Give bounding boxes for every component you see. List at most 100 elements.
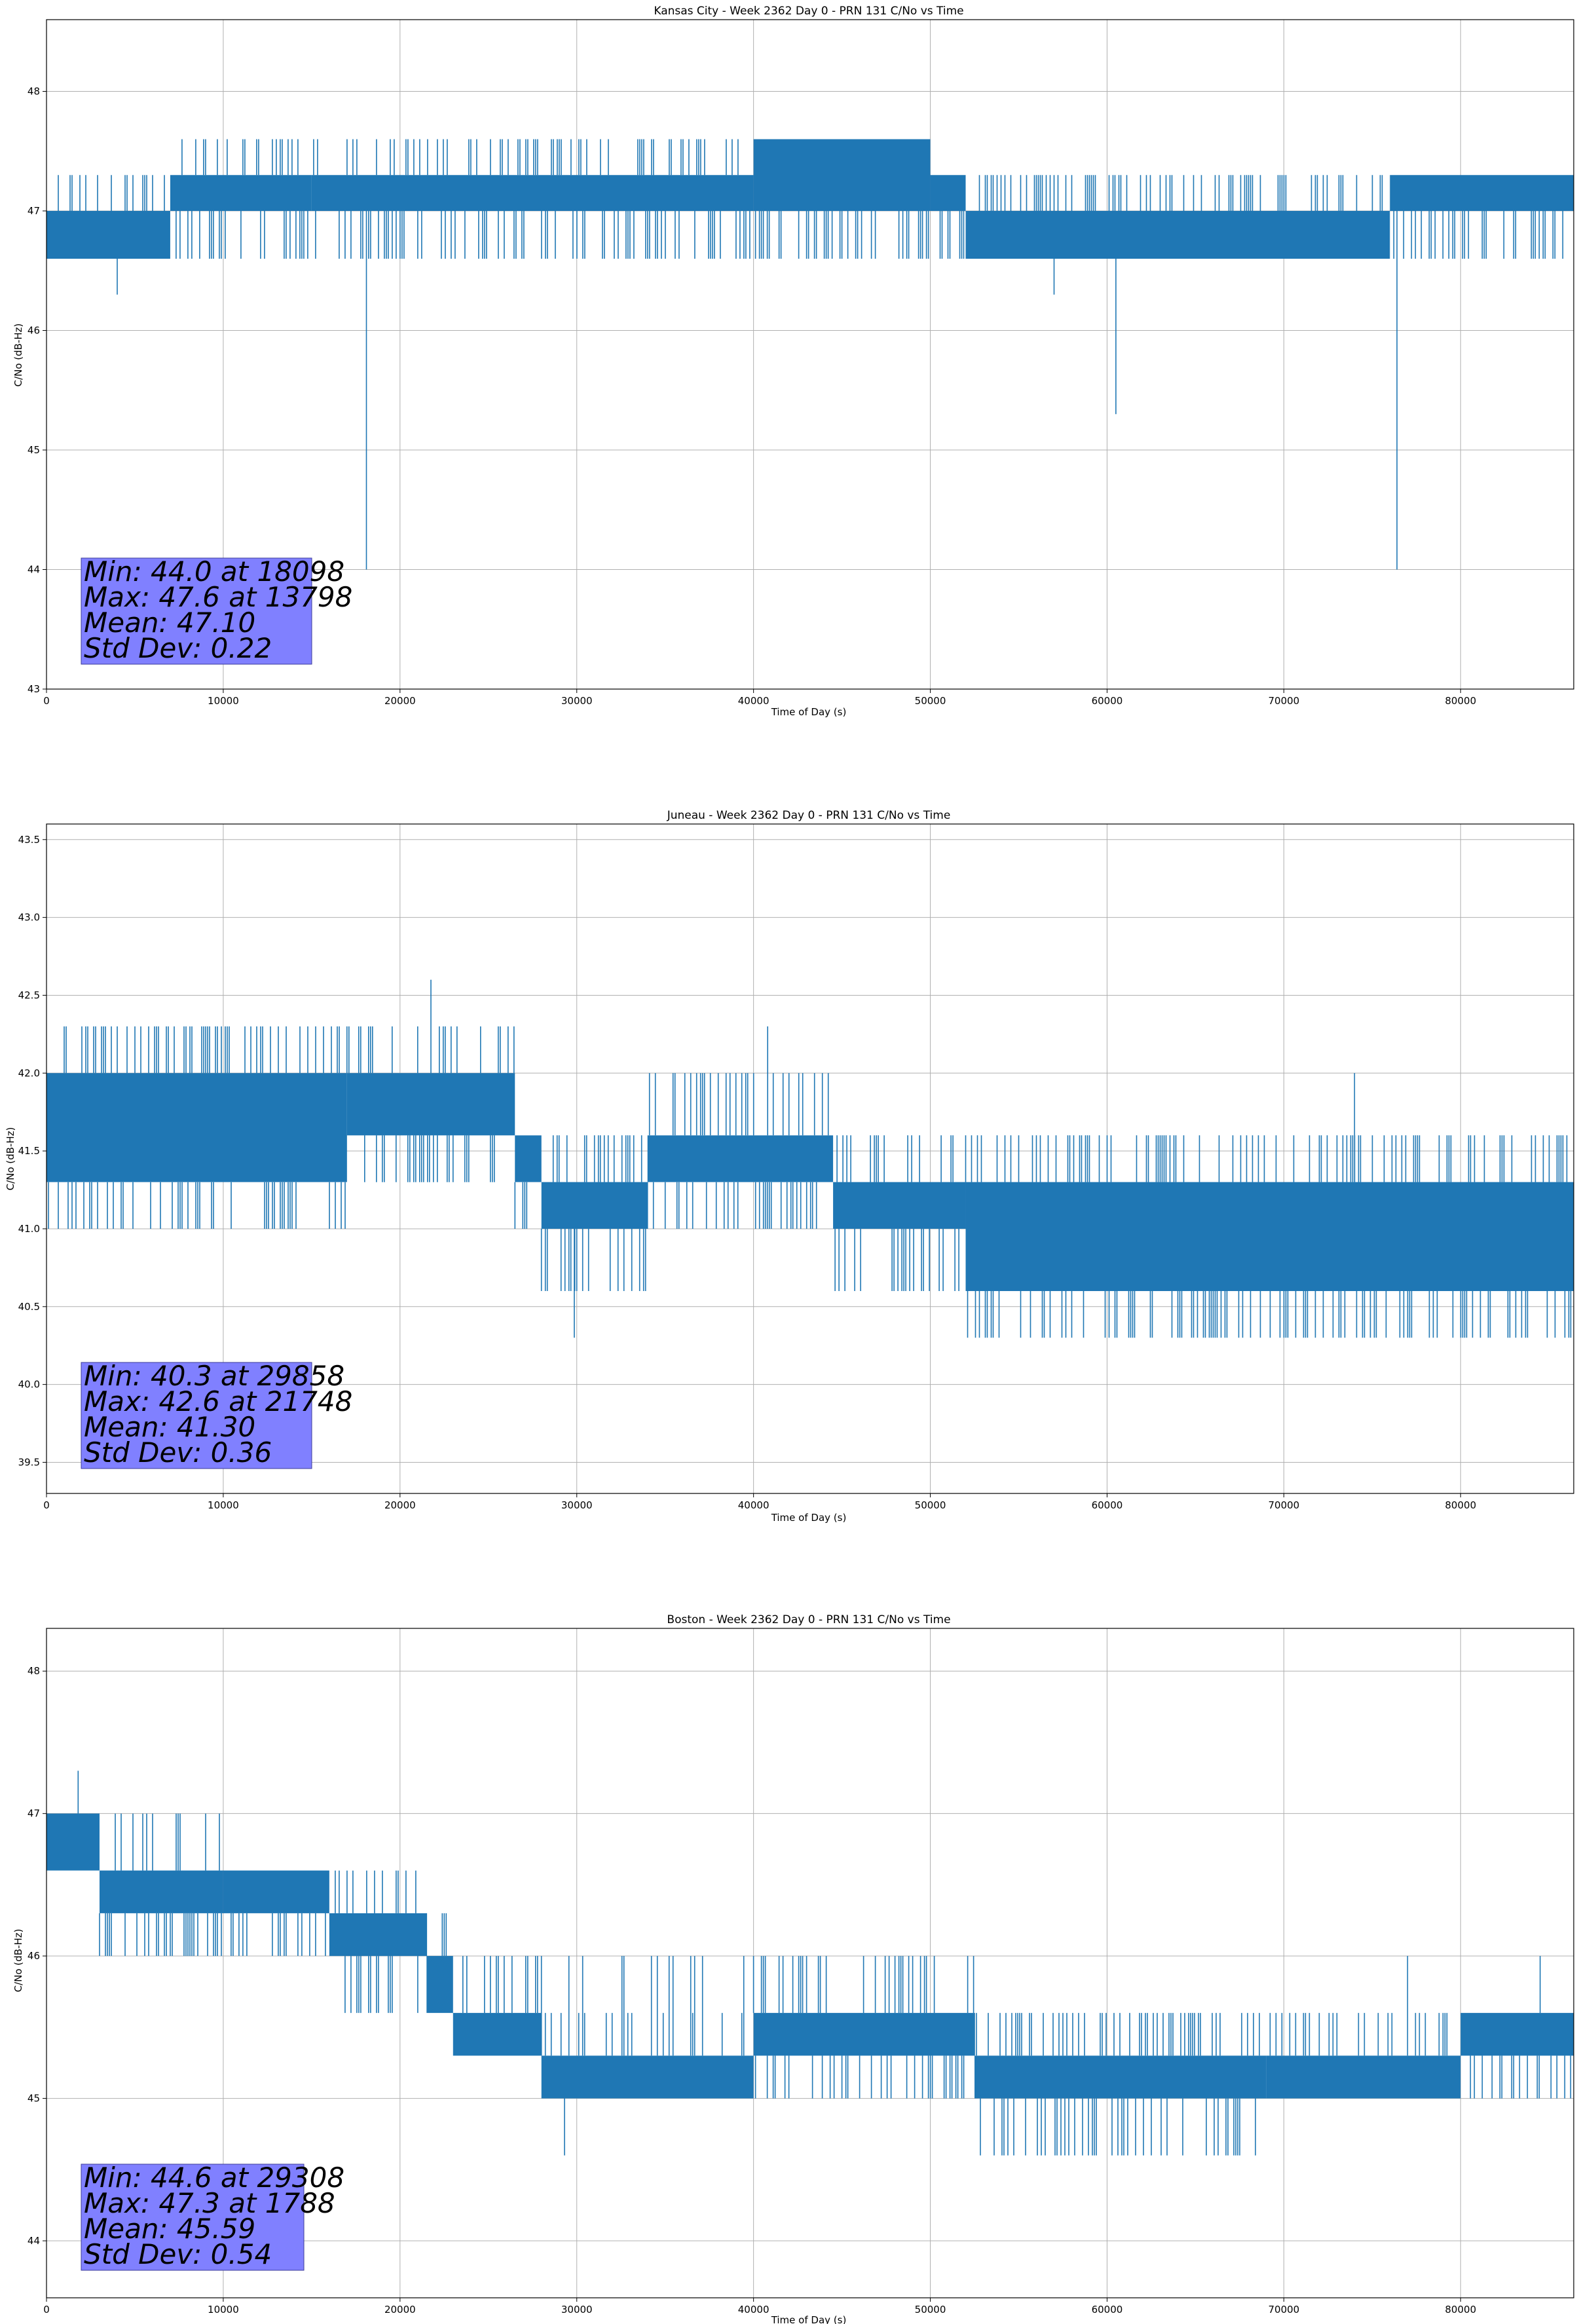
x-tick-label: 60000 — [1092, 1499, 1123, 1511]
x-tick-label: 0 — [43, 1499, 50, 1511]
chart-title: Boston - Week 2362 Day 0 - PRN 131 C/No … — [667, 1613, 950, 1626]
y-tick-label: 41.5 — [18, 1145, 40, 1157]
series-band — [223, 1870, 329, 1913]
series-band — [965, 211, 1390, 259]
x-tick-label: 70000 — [1268, 1499, 1299, 1511]
y-axis-label: C/No (dB-Hz) — [5, 1127, 16, 1191]
x-axis-label: Time of Day (s) — [771, 2314, 847, 2324]
y-tick-label: 48 — [28, 86, 40, 98]
y-tick-label: 44 — [28, 564, 40, 576]
x-tick-label: 20000 — [384, 1499, 416, 1511]
y-tick-label: 42.0 — [18, 1067, 40, 1079]
y-tick-label: 43.5 — [18, 834, 40, 846]
series-line — [58, 139, 1564, 570]
series-band — [753, 139, 931, 211]
series-band — [426, 1956, 453, 2014]
series-band — [974, 2055, 1267, 2099]
x-tick-label: 50000 — [915, 2304, 946, 2315]
stats-min: Min: 44.0 at 18098 — [84, 555, 344, 588]
stats-max: Max: 42.6 at 21748 — [84, 1385, 352, 1417]
series-band — [930, 175, 966, 211]
stats-box-background — [81, 1362, 312, 1469]
plot-area: 0 10000 20000 30000 40000 50000 60000 70000 8000… — [28, 1628, 1574, 2315]
x-tick-label: 80000 — [1445, 1499, 1476, 1511]
plot-area: 0 10000 20000 30000 40000 50000 60000 70000 8000… — [28, 19, 1574, 707]
series-band — [99, 1870, 223, 1913]
series-band — [46, 1813, 100, 1871]
series-band — [541, 1182, 648, 1229]
axes-frame — [46, 823, 1574, 1494]
series-line — [77, 1771, 1572, 2156]
series-band — [965, 1182, 1574, 1292]
series-band — [46, 1073, 347, 1182]
y-tick-label: 39.5 — [18, 1456, 40, 1468]
x-tick-label: 20000 — [384, 695, 416, 707]
x-tick-label: 30000 — [561, 2304, 593, 2315]
stats-box-background — [81, 2164, 305, 2271]
series-band — [46, 211, 170, 259]
chart-kansas-city: Kansas City - Week 2362 Day 0 - PRN 131 … — [12, 5, 1574, 718]
chart-boston: Boston - Week 2362 Day 0 - PRN 131 C/No … — [12, 1613, 1574, 2324]
x-tick-label: 30000 — [561, 1499, 593, 1511]
y-tick-label: 46 — [28, 1950, 40, 1962]
series-band — [833, 1182, 966, 1229]
y-tick-label: 40.5 — [18, 1301, 40, 1313]
chart-title: Kansas City - Week 2362 Day 0 - PRN 131 … — [654, 5, 963, 18]
x-axis-label: Time of Day (s) — [771, 1512, 847, 1524]
x-tick-label: 20000 — [384, 2304, 416, 2315]
chart-title: Juneau - Week 2362 Day 0 - PRN 131 C/No … — [667, 809, 951, 822]
y-tick-label: 47 — [28, 205, 40, 217]
stats-std: Std Dev: 0.54 — [84, 2238, 272, 2270]
series-band — [515, 1135, 542, 1182]
x-tick-label: 70000 — [1268, 695, 1299, 707]
x-tick-label: 40000 — [738, 695, 770, 707]
y-tick-label: 40.0 — [18, 1379, 40, 1391]
y-tick-label: 48 — [28, 1665, 40, 1677]
stats-min: Min: 44.6 at 29308 — [84, 2162, 344, 2194]
x-tick-label: 60000 — [1092, 2304, 1123, 2315]
y-tick-label: 47 — [28, 1808, 40, 1820]
chart-juneau: Juneau - Week 2362 Day 0 - PRN 131 C/No … — [5, 809, 1574, 1524]
x-tick-label: 40000 — [738, 2304, 770, 2315]
x-tick-label: 0 — [43, 695, 50, 707]
series-band — [453, 2013, 542, 2056]
stats-box: Min: 44.6 at 29308 Max: 47.3 at 1788 Mea… — [81, 2162, 344, 2271]
y-axis-label: C/No (dB-Hz) — [12, 1929, 24, 1993]
x-axis-label: Time of Day (s) — [771, 706, 847, 718]
series-band — [1266, 2055, 1461, 2099]
series-band — [647, 1135, 834, 1182]
x-tick-label: 80000 — [1445, 695, 1476, 707]
y-tick-label: 46 — [28, 325, 40, 337]
axes-frame — [46, 19, 1574, 690]
x-tick-label: 0 — [43, 2304, 50, 2315]
series-band — [753, 2013, 975, 2056]
x-tick-label: 70000 — [1268, 2304, 1299, 2315]
x-tick-label: 60000 — [1092, 695, 1123, 707]
stats-mean: Mean: 45.59 — [84, 2213, 255, 2245]
x-tick-label: 50000 — [915, 1499, 946, 1511]
stats-box-background — [81, 557, 312, 665]
y-tick-label: 43.0 — [18, 912, 40, 924]
series-band — [329, 1913, 427, 1957]
stats-mean: Mean: 41.30 — [84, 1411, 255, 1443]
x-tick-label: 80000 — [1445, 2304, 1476, 2315]
stats-max: Max: 47.3 at 1788 — [84, 2187, 335, 2219]
series-band — [541, 2055, 754, 2099]
x-tick-label: 10000 — [208, 2304, 239, 2315]
series-band — [311, 175, 754, 211]
x-tick-label: 40000 — [738, 1499, 770, 1511]
x-tick-label: 10000 — [208, 695, 239, 707]
series-line — [48, 979, 1572, 1338]
y-tick-label: 42.5 — [18, 989, 40, 1001]
y-tick-label: 45 — [28, 444, 40, 456]
series-band — [170, 175, 312, 211]
y-tick-label: 45 — [28, 2093, 40, 2105]
series-band — [346, 1073, 515, 1136]
stats-mean: Mean: 47.10 — [84, 607, 255, 639]
stats-max: Max: 47.6 at 13798 — [84, 581, 352, 613]
x-tick-label: 30000 — [561, 695, 593, 707]
series-band — [1460, 2013, 1574, 2056]
y-tick-label: 41.0 — [18, 1223, 40, 1235]
x-tick-label: 50000 — [915, 695, 946, 707]
